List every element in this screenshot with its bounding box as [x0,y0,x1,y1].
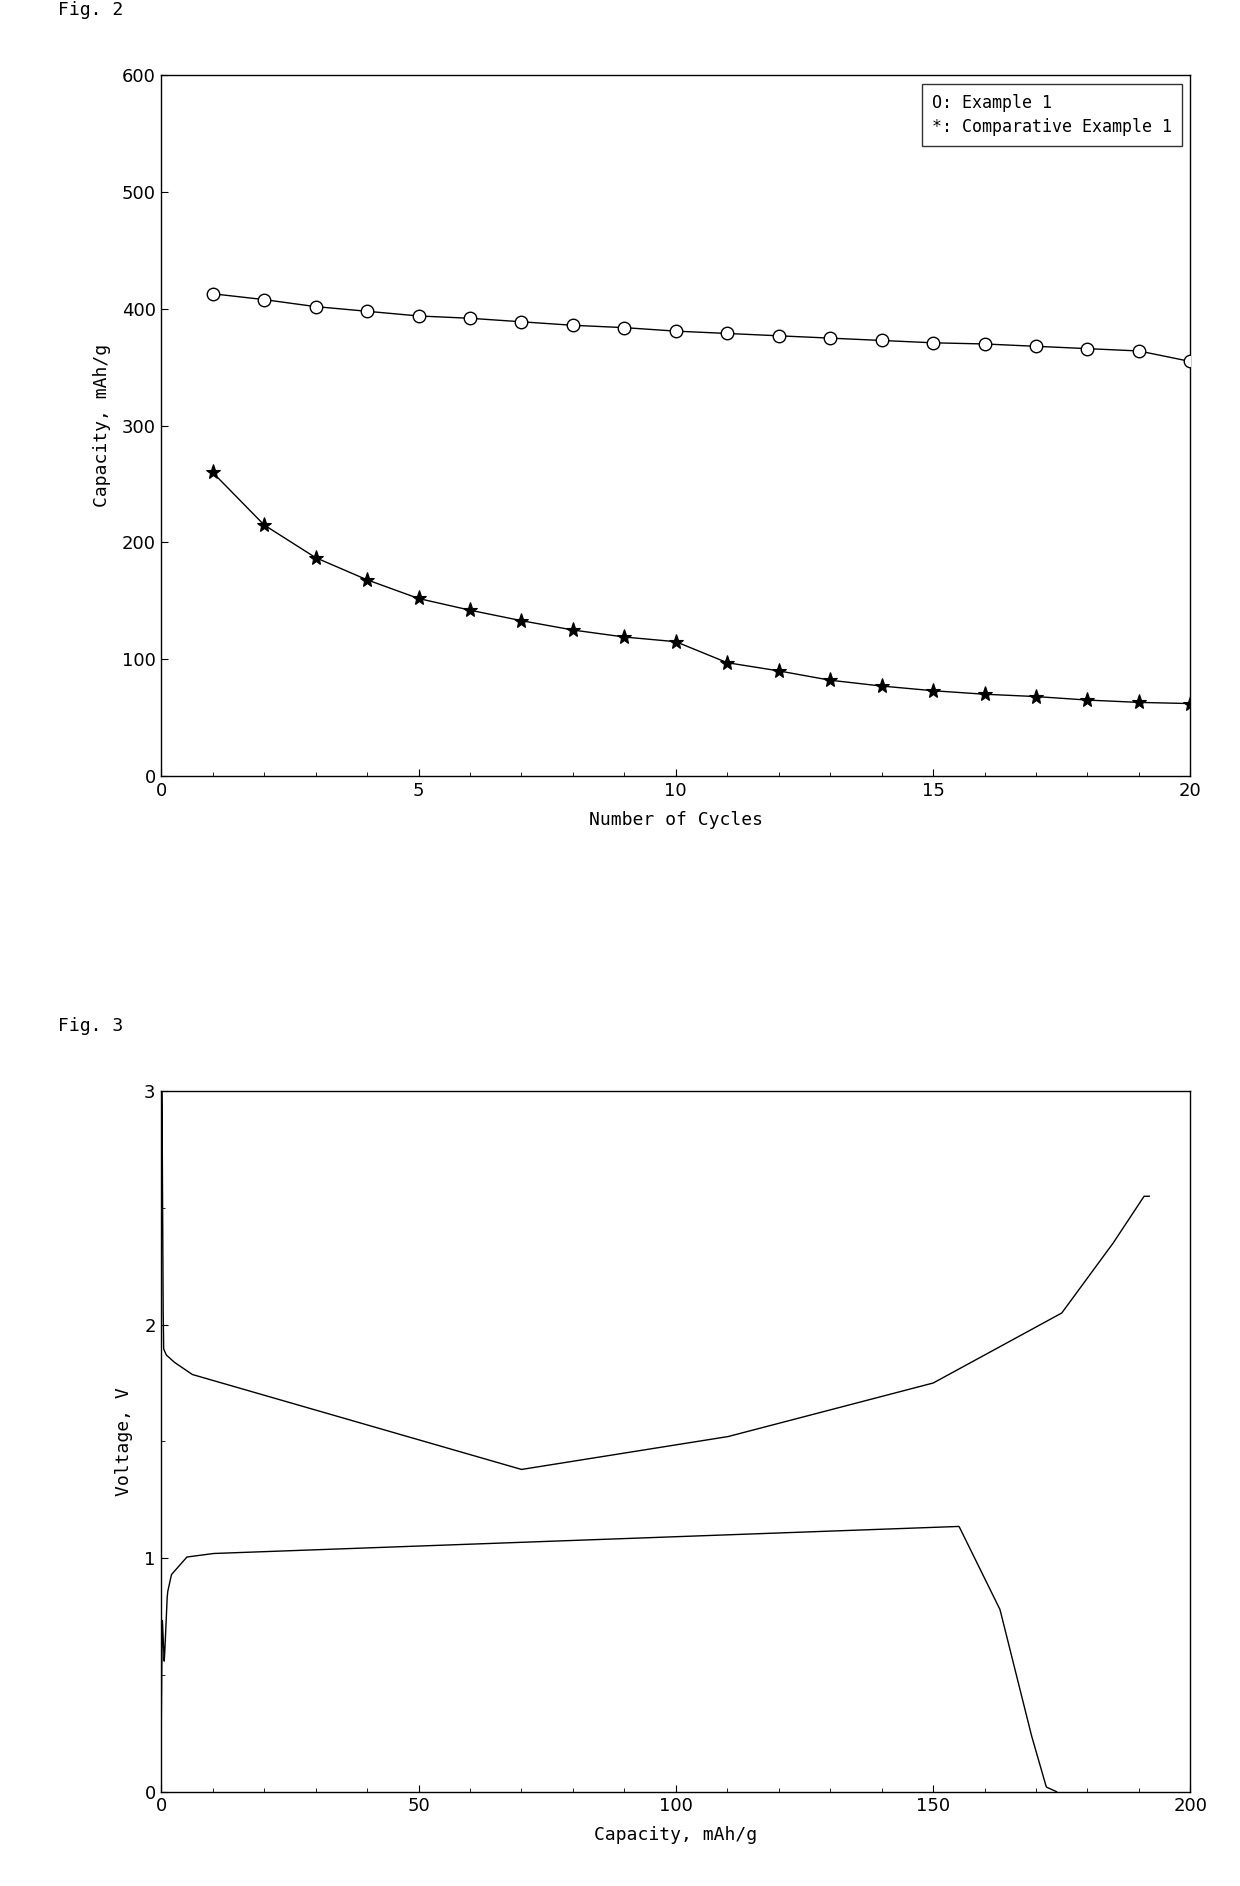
X-axis label: Number of Cycles: Number of Cycles [589,811,763,828]
Text: Fig. 3: Fig. 3 [58,1017,124,1035]
Legend: O: Example 1, *: Comparative Example 1: O: Example 1, *: Comparative Example 1 [923,83,1182,147]
Text: Fig. 2: Fig. 2 [58,2,124,19]
Y-axis label: Capacity, mAh/g: Capacity, mAh/g [93,343,110,507]
X-axis label: Capacity, mAh/g: Capacity, mAh/g [594,1826,758,1845]
Y-axis label: Voltage, V: Voltage, V [115,1386,133,1496]
